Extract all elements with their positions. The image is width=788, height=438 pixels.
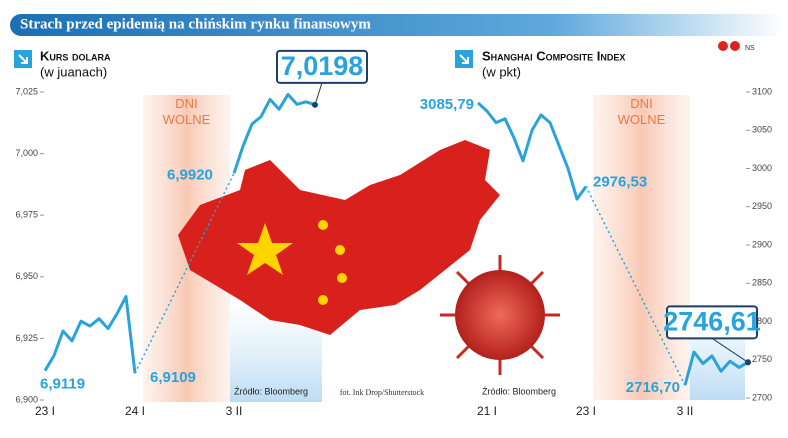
value-label: 7,0198 [281,51,364,81]
x-tick-label: 23 I [576,404,596,418]
value-label: 3085,79 [420,96,474,113]
china-map [178,140,500,335]
y-tick-label: 6,925 [15,333,38,343]
x-tick-label: 23 I [35,404,55,418]
star [337,273,347,283]
x-tick-label: 24 I [125,404,145,418]
value-label: 6,9119 [40,376,85,393]
y-tick-label: 2700 [752,392,772,402]
icon [14,50,32,68]
logo [730,41,740,51]
line [683,350,749,386]
line [232,92,316,174]
virus [440,255,560,375]
star [335,245,345,255]
chart-title: Shanghai Composite Index [482,48,625,63]
point [745,359,751,366]
holiday-band [593,95,690,400]
y-tick-label: 6,900 [15,394,38,404]
gap-connector [585,186,686,386]
photo-credit: fot. Ink Drop/Shutterstock [340,388,424,397]
y-tick-label: 6,950 [15,271,38,281]
value-label: 6,9920 [167,166,213,183]
icon [455,50,473,68]
line [43,295,137,374]
y-tick-label: 2800 [752,316,772,326]
title-bar [10,14,785,36]
y-tick-label: 3000 [752,163,772,173]
y-tick-label: 2750 [752,354,772,364]
leader [314,82,323,105]
band-label: DNI WOLNE [618,96,666,127]
y-tick-label: 2850 [752,278,772,288]
badge: NS [745,45,755,52]
value-label: 2716,70 [626,379,680,396]
y-tick-label: 6,975 [15,210,38,220]
chart-title: Kurs dolara [40,48,111,63]
star [318,295,328,305]
chart-subtitle: (w pkt) [482,64,521,79]
value-label: 2976,53 [593,173,647,190]
value-label: 2746,61 [663,306,761,336]
y-tick-label: 2950 [752,201,772,211]
x-tick-label: 3 II [226,404,243,418]
value-label: 6,9109 [150,369,196,386]
source: Źródło: Bloomberg [482,386,556,396]
x-tick-label: 3 II [677,404,694,418]
gap-connector [134,172,235,374]
label-box [276,49,368,84]
point [312,101,318,108]
y-tick-label: 3050 [752,125,772,135]
star [237,223,293,275]
logo [718,41,728,51]
star [318,220,328,230]
source: Źródło: Bloomberg [234,386,308,396]
label-box [666,305,758,340]
y-tick-label: 3100 [752,86,772,96]
y-tick-label: 2900 [752,239,772,249]
chart-subtitle: (w juanach) [40,64,107,79]
x-tick-label: 21 I [477,404,497,418]
band-label: DNI WOLNE [163,96,211,127]
leader [711,337,749,363]
y-tick-label: 7,025 [15,86,38,96]
title: Strach przed epidemią na chińskim rynku … [20,16,371,32]
line [476,101,588,201]
y-tick-label: 7,000 [15,148,38,158]
